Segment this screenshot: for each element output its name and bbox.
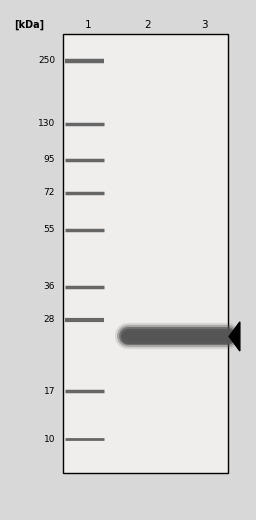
Text: 1: 1: [85, 20, 92, 30]
Text: 250: 250: [38, 56, 55, 66]
Text: 10: 10: [44, 435, 55, 444]
Text: 2: 2: [144, 20, 151, 30]
Text: 28: 28: [44, 315, 55, 324]
Text: 55: 55: [44, 225, 55, 235]
Text: 130: 130: [38, 119, 55, 128]
Text: 36: 36: [44, 282, 55, 291]
Text: 3: 3: [201, 20, 208, 30]
FancyBboxPatch shape: [63, 34, 228, 473]
Text: [kDa]: [kDa]: [14, 20, 45, 30]
Text: 72: 72: [44, 188, 55, 198]
Text: 17: 17: [44, 386, 55, 396]
Text: 95: 95: [44, 155, 55, 164]
Polygon shape: [229, 322, 240, 351]
